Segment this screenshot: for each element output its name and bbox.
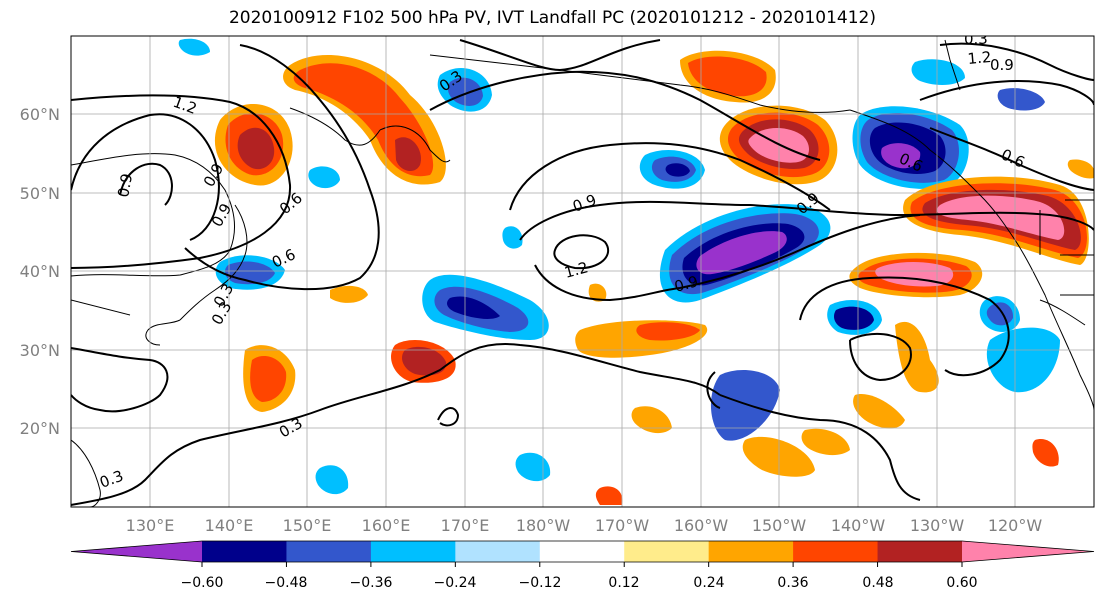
map-panel: 1.2 0.9 0.6 0.3 0.3 0.9 1.2 0.6 0.3 0.9 … [70,30,1095,508]
lon-label: 140°E [205,516,254,535]
lon-label: 160°W [674,516,729,535]
coastlines [71,39,1094,507]
colorbar-tick-label: −0.24 [434,575,477,591]
colorbar-segment [455,541,541,562]
colorbar-segments [70,540,1095,563]
map-border [70,35,1095,508]
contour-label: 1.2 [562,258,590,282]
colorbar-tick-label: −0.60 [181,575,224,591]
lon-label: 180°W [516,516,571,535]
lat-label: 20°N [20,419,60,438]
colorbar-segment [370,541,456,562]
colorbar-segment [877,541,963,562]
lon-label: 140°W [831,516,886,535]
contour-label: 0.9 [672,272,700,296]
lon-label: 130°W [910,516,965,535]
lon-label: 150°E [283,516,332,535]
colorbar-tick-label: 0.36 [777,575,808,591]
lon-label: 160°E [362,516,411,535]
colorbar-segment [624,541,710,562]
contour-label: 1.2 [967,48,992,68]
lat-label: 50°N [20,184,60,203]
colorbar-tick-label: 0.12 [608,575,639,591]
lon-label: 120°W [988,516,1043,535]
colorbar-tick-label: −0.48 [265,575,308,591]
colorbar-ticks [201,562,963,567]
colorbar-segment [539,541,625,562]
pv-anomaly-shading [178,38,1094,505]
colorbar-segment [708,541,794,562]
lon-label: 170°E [441,516,490,535]
colorbar-tick-label: 0.48 [862,575,893,591]
colorbar-tick-label: 0.24 [693,575,724,591]
map-title: 2020100912 F102 500 hPa PV, IVT Landfall… [228,8,876,28]
colorbar: −0.60 −0.48 −0.36 −0.24 −0.12 0.12 0.24 … [70,540,1095,591]
contour-label: 0.9 [114,172,136,199]
colorbar-extend-left [71,541,202,562]
colorbar-extend-right [962,541,1094,562]
colorbar-segment [202,541,287,562]
lon-label: 170°W [595,516,650,535]
colorbar-tick-label: 0.60 [946,575,977,591]
lat-label: 40°N [20,262,60,281]
colorbar-segment [793,541,879,562]
lat-label: 60°N [20,105,60,124]
contour-label: 0.3 [964,30,988,48]
colorbar-tick-label: −0.36 [350,575,393,591]
latitude-labels: 60°N 50°N 40°N 30°N 20°N [20,105,60,438]
longitude-labels: 130°E 140°E 150°E 160°E 170°E 180°W 170°… [126,516,1043,535]
contour-label: 0.9 [990,56,1014,74]
lat-label: 30°N [20,341,60,360]
lon-label: 130°E [126,516,175,535]
colorbar-segment [286,541,372,562]
colorbar-tick-label: −0.12 [519,575,562,591]
lon-label: 150°W [752,516,807,535]
ivt-contours [71,39,1094,506]
